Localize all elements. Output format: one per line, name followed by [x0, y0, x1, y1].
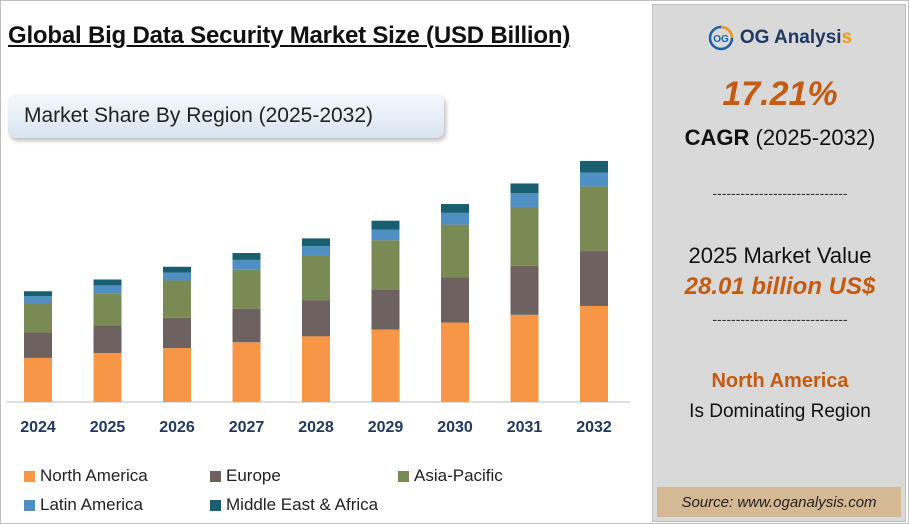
bar-2031-asia-pacific [510, 206, 539, 266]
cagr-label: CAGR [684, 125, 750, 150]
bar-2028-middle-east-africa [302, 238, 330, 247]
divider-top: ----------------------------- [712, 185, 848, 201]
divider-bottom: ----------------------------- [712, 311, 848, 327]
legend-swatch [24, 499, 35, 511]
bar-2031-middle-east-africa [510, 183, 539, 194]
bar-2026-europe [163, 317, 191, 349]
bar-2028-asia-pacific [302, 255, 330, 301]
cagr-period: (2025-2032) [755, 125, 876, 150]
bar-2032-europe [580, 251, 608, 306]
legend-label: North America [40, 466, 148, 485]
bar-2026-north-america [163, 348, 191, 402]
x-tick-label-2027: 2027 [229, 419, 265, 436]
x-tick-label-2028: 2028 [298, 419, 334, 436]
og-analysis-logo: OG OG Analysis [653, 25, 907, 51]
legend-swatch [398, 470, 409, 482]
chart-legend: North America Europe Asia-Pacific Latin Ame… [24, 466, 624, 520]
cagr-value: 17.21% [722, 75, 838, 113]
dominating-label: Is Dominating Region [689, 401, 871, 422]
bar-chart: 2024 2025 2026 2027 2028 2029 2030 2031 2032 [6, 160, 630, 436]
legend-item-asia-pacific: Asia-Pacific [398, 466, 503, 486]
logo-name: OG Analysis [739, 27, 853, 48]
legend-label: Middle East & Africa [226, 495, 379, 514]
legend-label: Asia-Pacific [414, 466, 503, 485]
chart-subtitle: Market Share By Region (2025-2032) [24, 104, 374, 127]
market-value-label: 2025 Market Value [688, 243, 872, 268]
subtitle-box: Market Share By Region (2025-2032) [8, 94, 444, 138]
x-tick-label-2031: 2031 [507, 419, 543, 436]
bar-2027-asia-pacific [232, 269, 261, 309]
bar-2025-latin-america [93, 285, 122, 294]
bar-2028-latin-america [302, 246, 330, 256]
bar-2031-latin-america [510, 193, 539, 207]
x-tick-label-2030: 2030 [437, 419, 473, 436]
bar-2024-asia-pacific [24, 303, 52, 333]
bar-2032-middle-east-africa [580, 160, 608, 173]
legend-item-europe: Europe [210, 466, 281, 486]
source-bar: Source: www.oganalysis.com [657, 487, 901, 517]
bar-2030-europe [441, 277, 469, 323]
x-tick-label-2025: 2025 [90, 419, 126, 436]
legend-item-middle-east-africa: Middle East & Africa [210, 495, 378, 515]
bar-2027-latin-america [232, 259, 261, 270]
bar-2031-north-america [510, 314, 539, 402]
bar-2029-latin-america [371, 229, 400, 241]
bar-2024-europe [24, 332, 52, 358]
bar-2025-asia-pacific [93, 293, 122, 326]
legend-item-latin-america: Latin America [24, 495, 143, 515]
legend-swatch [210, 470, 221, 482]
bar-2032-north-america [580, 305, 608, 402]
bar-2029-north-america [371, 329, 400, 402]
bar-2029-europe [371, 289, 400, 330]
chart-title: Global Big Data Security Market Size (US… [8, 22, 571, 49]
bar-2030-north-america [441, 322, 469, 402]
bar-2025-europe [93, 325, 122, 353]
bar-2026-asia-pacific [163, 280, 191, 318]
bar-2027-middle-east-africa [232, 253, 261, 260]
cagr-label-line: CAGR (2025-2032) [653, 125, 907, 151]
summary-panel: OG OG Analysis 17.21% CAGR (2025-2032) -… [652, 4, 906, 522]
source-text: Source: www.oganalysis.com [681, 493, 877, 511]
bar-2029-middle-east-africa [371, 220, 400, 230]
market-value: 28.01 billion US$ [684, 273, 876, 300]
bar-2030-asia-pacific [441, 224, 469, 278]
x-tick-label-2024: 2024 [20, 419, 56, 436]
bar-2029-asia-pacific [371, 240, 400, 290]
bar-2031-europe [510, 265, 539, 315]
dominating-region: North America [711, 370, 849, 392]
x-tick-label-2026: 2026 [159, 419, 195, 436]
bar-2025-middle-east-africa [93, 279, 122, 286]
x-tick-label-2029: 2029 [368, 419, 404, 436]
bar-2028-europe [302, 300, 330, 337]
bar-2032-latin-america [580, 172, 608, 187]
bar-2030-latin-america [441, 212, 469, 225]
bar-2026-middle-east-africa [163, 266, 191, 273]
og-logo-icon: OG [708, 25, 734, 51]
legend-swatch [210, 499, 221, 511]
bar-2024-middle-east-africa [24, 291, 52, 297]
legend-label: Latin America [40, 495, 143, 514]
bar-2024-latin-america [24, 296, 52, 304]
bar-2027-north-america [232, 342, 261, 402]
bar-2032-asia-pacific [580, 186, 608, 252]
bar-2030-middle-east-africa [441, 204, 469, 213]
bar-2025-north-america [93, 353, 122, 402]
legend-item-north-america: North America [24, 466, 148, 486]
bar-2024-north-america [24, 357, 52, 402]
bar-2027-europe [232, 308, 261, 343]
logo-og-letters: OG [713, 34, 729, 45]
x-tick-label-2032: 2032 [576, 419, 612, 436]
bar-2026-latin-america [163, 272, 191, 281]
legend-label: Europe [226, 466, 281, 485]
bar-2028-north-america [302, 336, 330, 402]
legend-swatch [24, 470, 35, 482]
